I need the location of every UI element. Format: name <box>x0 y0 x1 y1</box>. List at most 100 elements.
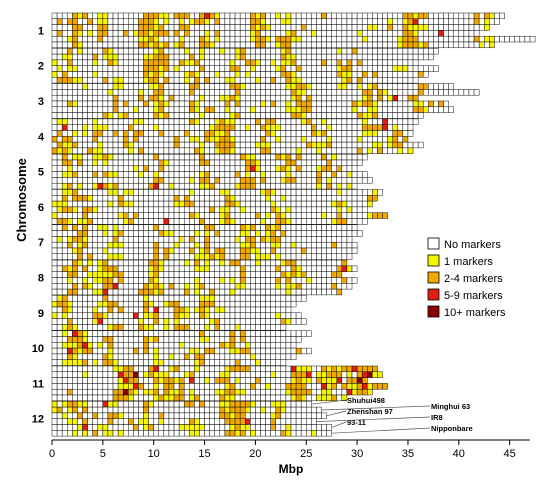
bin-cell <box>56 41 63 49</box>
bin-cell <box>260 424 266 431</box>
bin-cell <box>326 130 332 137</box>
bin-cell <box>117 71 124 78</box>
bin-cell <box>290 59 297 66</box>
bin-cell <box>265 206 271 213</box>
bin-cell <box>341 48 348 55</box>
bin-cell <box>97 153 104 161</box>
bin-cell <box>112 200 119 208</box>
bin-cell <box>153 100 160 108</box>
bin-cell <box>402 24 409 31</box>
bin-cell <box>178 318 185 325</box>
bin-cell <box>382 41 388 49</box>
bin-cell <box>168 342 175 349</box>
bin-cell <box>336 218 343 225</box>
bin-cell <box>61 100 68 108</box>
bin-cell <box>143 206 149 213</box>
bin-cell <box>51 12 58 20</box>
bin-cell <box>102 295 109 302</box>
bin-cell <box>214 288 221 296</box>
bin-cell <box>163 394 170 402</box>
bin-cell <box>158 24 165 31</box>
bin-cell <box>92 112 98 119</box>
bin-cell <box>295 377 302 384</box>
bin-cell <box>77 247 83 255</box>
bin-cell <box>331 236 337 243</box>
bin-cell <box>143 336 149 343</box>
bin-cell <box>407 89 414 96</box>
bin-cell <box>128 418 134 425</box>
bin-cell <box>239 406 246 414</box>
bin-cell <box>280 136 287 143</box>
bin-cell <box>255 24 261 31</box>
bin-cell <box>51 83 58 90</box>
bin-cell <box>229 77 236 84</box>
bin-cell <box>306 418 312 425</box>
bin-cell <box>214 136 221 143</box>
bin-cell <box>285 253 292 260</box>
bin-cell <box>189 430 195 437</box>
bin-cell <box>219 89 226 96</box>
bin-cell <box>204 353 210 360</box>
bin-cell <box>183 12 190 20</box>
bin-cell <box>102 230 109 237</box>
bin-cell <box>326 94 332 102</box>
bin-cell <box>173 430 180 437</box>
bin-cell <box>234 388 241 396</box>
bin-cell <box>326 388 332 396</box>
bin-cell <box>341 30 348 37</box>
bin-cell <box>331 141 337 149</box>
bin-cell <box>270 330 276 337</box>
bin-cell <box>392 89 399 96</box>
bin-cell <box>138 118 144 125</box>
bin-cell <box>158 130 165 137</box>
bin-cell <box>199 100 205 108</box>
bin-cell <box>61 165 68 172</box>
bin-cell <box>117 106 124 113</box>
chromosome-label-1: 1 <box>38 25 44 37</box>
bin-cell <box>412 141 419 149</box>
bin-cell <box>158 342 165 349</box>
bin-cell <box>102 48 109 55</box>
bin-cell <box>92 230 98 237</box>
bin-cell <box>102 182 109 190</box>
bin-cell <box>300 59 307 66</box>
bin-cell <box>92 206 98 213</box>
bin-cell <box>204 195 210 202</box>
bin-cell <box>77 124 83 131</box>
bin-cell <box>280 41 287 49</box>
bin-cell <box>382 48 388 55</box>
bin-cell <box>128 412 134 419</box>
bin-cell <box>61 430 68 437</box>
bin-cell <box>321 48 327 55</box>
bin-cell <box>356 195 363 202</box>
bin-cell <box>341 136 348 143</box>
bin-cell <box>326 159 332 167</box>
bin-cell <box>168 412 175 419</box>
bin-cell <box>336 177 343 184</box>
genome-leader-line <box>316 416 431 422</box>
bin-cell <box>87 253 93 260</box>
bin-cell <box>51 89 58 96</box>
bin-cell <box>82 35 88 43</box>
bin-cell <box>336 241 343 249</box>
bin-cell <box>270 141 276 149</box>
bin-cell <box>468 30 475 37</box>
bin-cell <box>153 265 160 272</box>
bin-cell <box>209 300 215 308</box>
bin-cell <box>133 35 139 43</box>
bin-cell <box>311 241 317 249</box>
bin-cell <box>306 195 312 202</box>
bin-cell <box>219 324 226 331</box>
bin-cell <box>219 118 226 125</box>
bin-cell <box>189 347 195 355</box>
bin-cell <box>51 271 58 278</box>
bin-cell <box>224 77 231 84</box>
bin-cell <box>402 106 409 113</box>
bin-cell <box>168 206 175 213</box>
bin-cell <box>265 247 271 255</box>
bin-cell <box>138 347 144 355</box>
bin-cell <box>189 118 195 125</box>
bin-cell <box>183 71 190 78</box>
bin-cell <box>138 35 144 43</box>
bin-cell <box>183 377 190 384</box>
